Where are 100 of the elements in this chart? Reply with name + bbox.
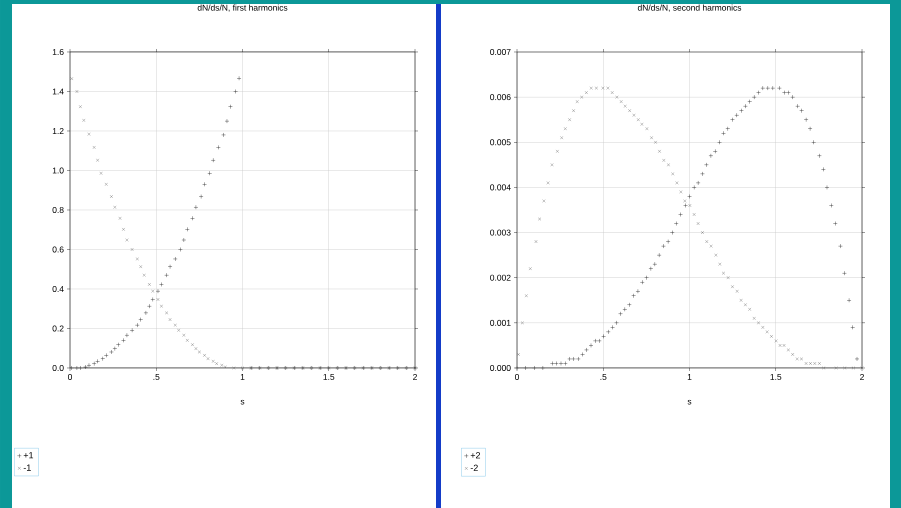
point (74, 366, 80, 370)
legend-label: -2 (470, 464, 478, 471)
point (100, 356, 105, 361)
y-tick-label: 0.007 (490, 49, 511, 55)
point (240, 366, 244, 370)
point (78, 366, 83, 370)
point (221, 132, 226, 138)
x-tick-label: 0 (514, 374, 520, 380)
point (156, 298, 160, 302)
point (210, 158, 216, 162)
point (160, 304, 164, 308)
x-axis-title: s (240, 400, 244, 404)
point (144, 310, 148, 316)
point (194, 347, 198, 350)
legend-label: +2 (470, 452, 480, 458)
x-tick-label: .5 (153, 374, 160, 380)
y-tick-label: 0.2 (52, 325, 64, 332)
y-tick-label: 0.000 (490, 364, 511, 371)
point (168, 318, 172, 322)
point (233, 89, 238, 94)
y-tick-label: 0.002 (490, 274, 511, 281)
y-tick-label: 0.003 (490, 230, 511, 236)
x-tick-label: 1.5 (324, 374, 334, 380)
point (228, 104, 233, 109)
point (186, 338, 189, 342)
point (122, 228, 126, 231)
x-tick-label: 1 (688, 374, 692, 380)
point (198, 350, 201, 354)
point (224, 365, 227, 369)
point (124, 333, 130, 338)
y-tick-label: 0.006 (490, 94, 511, 100)
point (104, 353, 108, 358)
point (202, 182, 207, 187)
y-tick-label: 0.004 (490, 184, 511, 190)
point (190, 343, 194, 346)
point (118, 216, 122, 220)
point (109, 350, 114, 354)
point (99, 172, 103, 175)
point (104, 182, 108, 186)
y-tick-label: 0.001 (490, 320, 511, 326)
point (185, 227, 190, 232)
y-tick-label: 0.4 (52, 286, 64, 292)
x-axis-title: s (688, 400, 692, 404)
point (151, 290, 154, 293)
point (164, 272, 169, 278)
point (202, 354, 206, 357)
point (78, 105, 82, 108)
point (75, 90, 79, 94)
y-tick-label: 0.8 (52, 206, 64, 213)
point (216, 145, 221, 150)
point (92, 361, 96, 366)
point (130, 248, 134, 252)
point (159, 282, 164, 287)
point (113, 206, 116, 209)
y-tick-label: 1.4 (52, 88, 64, 94)
point (147, 304, 152, 308)
point (70, 366, 74, 370)
point (173, 256, 178, 262)
point (208, 171, 212, 176)
point (138, 317, 143, 322)
chart-title: dN/ds/N, second harmonics (638, 4, 742, 12)
point (194, 205, 198, 210)
point (212, 360, 215, 363)
point (139, 265, 142, 268)
y-tick-label: 0.0 (52, 364, 64, 371)
y-tick-label: 1.2 (52, 128, 64, 134)
point (135, 322, 140, 328)
y-tick-label: 1.6 (52, 48, 64, 55)
point (116, 342, 121, 347)
x-tick-label: 2 (860, 374, 864, 380)
point (236, 76, 242, 80)
point (190, 216, 195, 220)
x-tick-label: 1 (240, 374, 244, 380)
x-tick-label: 2 (413, 374, 417, 380)
point (125, 238, 129, 242)
legend-label: -1 (24, 464, 31, 471)
point (86, 363, 92, 368)
point (206, 357, 210, 360)
point (121, 338, 126, 343)
point (87, 132, 91, 136)
point (232, 366, 236, 370)
point (220, 364, 224, 367)
point (96, 158, 100, 162)
point (95, 359, 100, 364)
point (150, 297, 156, 302)
point (174, 324, 177, 327)
x-tick-label: 0 (68, 374, 72, 380)
point (177, 328, 180, 332)
point (168, 264, 172, 269)
point (182, 238, 186, 242)
point (164, 311, 168, 314)
point (142, 274, 146, 277)
point (110, 194, 114, 198)
point (83, 364, 88, 370)
point (136, 257, 139, 261)
point (82, 118, 86, 122)
point (198, 194, 204, 199)
x-tick-label: .5 (600, 374, 606, 380)
point (148, 282, 151, 286)
x-tick-label: 1.5 (770, 374, 782, 380)
